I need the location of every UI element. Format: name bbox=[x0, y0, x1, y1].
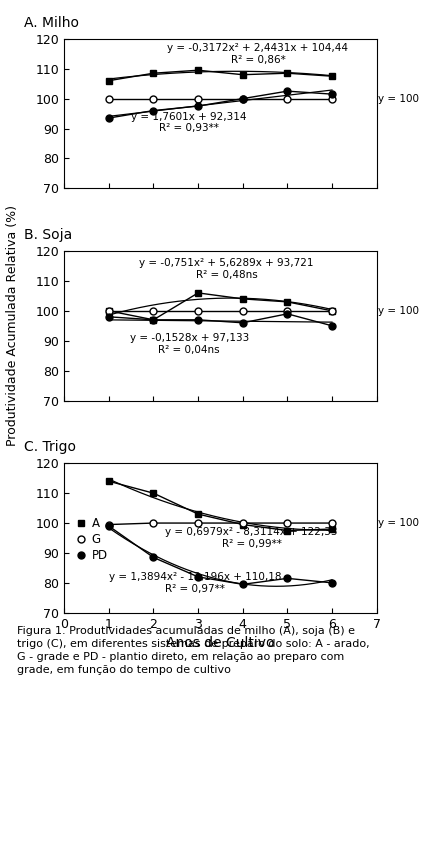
Text: Figura 1. Produtividades acumuladas de milho (A), soja (B) e
trigo (C), em difer: Figura 1. Produtividades acumuladas de m… bbox=[17, 626, 370, 675]
PD bbox=[106, 312, 111, 322]
PD bbox=[240, 579, 245, 589]
G bbox=[196, 306, 201, 316]
Text: A. Milho: A. Milho bbox=[24, 16, 79, 30]
PD bbox=[330, 89, 335, 99]
Line: PD: PD bbox=[105, 311, 336, 330]
G bbox=[240, 93, 245, 104]
PD bbox=[240, 318, 245, 328]
A bbox=[240, 520, 245, 530]
A bbox=[151, 315, 156, 325]
G bbox=[106, 520, 111, 530]
A bbox=[106, 306, 111, 316]
PD bbox=[151, 552, 156, 563]
A bbox=[240, 70, 245, 80]
G bbox=[151, 306, 156, 316]
A bbox=[151, 68, 156, 79]
G bbox=[106, 306, 111, 316]
G bbox=[240, 306, 245, 316]
G bbox=[240, 518, 245, 528]
G bbox=[330, 93, 335, 104]
Line: A: A bbox=[105, 289, 336, 324]
G bbox=[151, 93, 156, 104]
A bbox=[240, 293, 245, 304]
Line: A: A bbox=[105, 66, 336, 85]
G bbox=[285, 306, 290, 316]
PD bbox=[330, 321, 335, 331]
PD bbox=[285, 309, 290, 319]
A bbox=[151, 488, 156, 498]
Text: B. Soja: B. Soja bbox=[24, 228, 72, 243]
A bbox=[285, 526, 290, 536]
G bbox=[196, 93, 201, 104]
A bbox=[196, 65, 201, 75]
PD bbox=[285, 86, 290, 97]
PD bbox=[106, 521, 111, 532]
Text: y = 100: y = 100 bbox=[378, 93, 419, 104]
Text: Produtividade Acumulada Relativa (%): Produtividade Acumulada Relativa (%) bbox=[6, 205, 19, 446]
G bbox=[151, 518, 156, 528]
G bbox=[285, 93, 290, 104]
Text: y = 1,3894x² - 13,196x + 110,18
R² = 0,97**: y = 1,3894x² - 13,196x + 110,18 R² = 0,9… bbox=[109, 572, 282, 594]
G bbox=[106, 93, 111, 104]
Line: PD: PD bbox=[105, 88, 336, 122]
PD bbox=[106, 113, 111, 123]
Legend: A, G, PD: A, G, PD bbox=[76, 517, 108, 562]
Text: y = 100: y = 100 bbox=[378, 306, 419, 316]
A bbox=[285, 297, 290, 307]
Text: C. Trigo: C. Trigo bbox=[24, 440, 76, 454]
G bbox=[330, 518, 335, 528]
A bbox=[330, 524, 335, 534]
PD bbox=[151, 315, 156, 325]
PD bbox=[330, 577, 335, 588]
A bbox=[106, 75, 111, 85]
Line: G: G bbox=[105, 95, 336, 102]
Line: PD: PD bbox=[105, 523, 336, 588]
Line: G: G bbox=[105, 307, 336, 314]
Text: y = -0,751x² + 5,6289x + 93,721
R² = 0,48ns: y = -0,751x² + 5,6289x + 93,721 R² = 0,4… bbox=[140, 258, 314, 280]
G bbox=[196, 518, 201, 528]
PD bbox=[196, 571, 201, 582]
PD bbox=[240, 93, 245, 104]
A bbox=[106, 476, 111, 487]
Text: y = -0,3172x² + 2,4431x + 104,44
R² = 0,86*: y = -0,3172x² + 2,4431x + 104,44 R² = 0,… bbox=[167, 43, 348, 65]
A bbox=[330, 306, 335, 316]
Line: A: A bbox=[105, 478, 336, 534]
G bbox=[330, 306, 335, 316]
A bbox=[196, 509, 201, 520]
G bbox=[285, 518, 290, 528]
PD bbox=[285, 573, 290, 583]
Text: y = 0,6979x² - 8,3114x + 122,33
R² = 0,99**: y = 0,6979x² - 8,3114x + 122,33 R² = 0,9… bbox=[165, 527, 338, 549]
PD bbox=[151, 105, 156, 116]
Text: y = 1,7601x + 92,314
R² = 0,93**: y = 1,7601x + 92,314 R² = 0,93** bbox=[131, 111, 247, 133]
Text: y = 100: y = 100 bbox=[378, 518, 419, 528]
PD bbox=[196, 101, 201, 111]
A bbox=[196, 287, 201, 298]
X-axis label: Anos de Cultivo: Anos de Cultivo bbox=[166, 636, 275, 650]
A bbox=[285, 68, 290, 79]
PD bbox=[196, 315, 201, 325]
A bbox=[330, 71, 335, 81]
Text: y = -0,1528x + 97,133
R² = 0,04ns: y = -0,1528x + 97,133 R² = 0,04ns bbox=[130, 333, 249, 355]
Line: G: G bbox=[105, 520, 336, 528]
